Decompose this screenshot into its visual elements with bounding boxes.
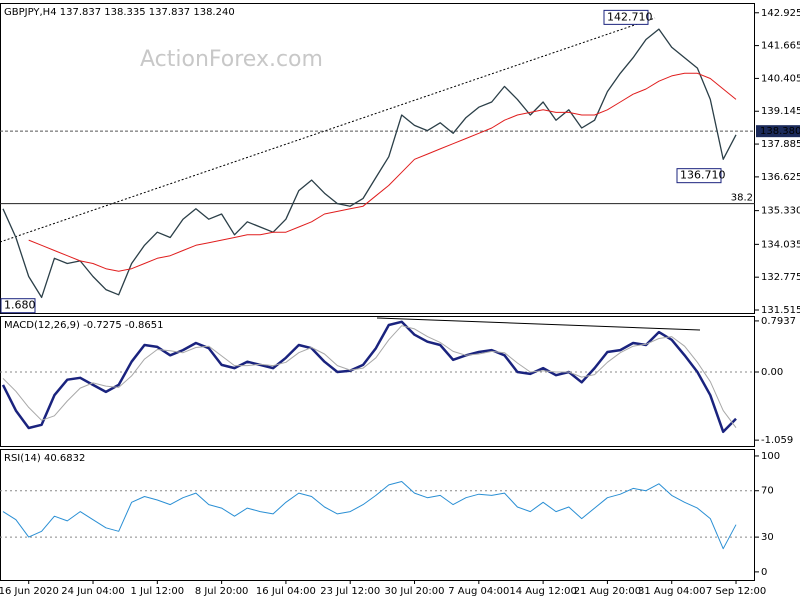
fib-label: 38.2	[731, 193, 753, 204]
trend-line	[0, 17, 656, 243]
macd-trend-line	[376, 317, 701, 331]
y-tick-label: 135.330	[761, 206, 800, 217]
panel-title: GBPJPY,H4 137.837 138.335 137.837 138.24…	[4, 7, 235, 18]
series-line	[28, 72, 737, 272]
x-tick-label: 30 Jul 20:00	[385, 586, 445, 597]
panel-border	[0, 3, 755, 314]
y-tick-label: 140.405	[761, 73, 800, 84]
annotation-box	[676, 168, 722, 184]
panel-border	[0, 449, 755, 581]
y-tick-label: 30	[761, 532, 774, 543]
x-tick-label: 24 Jun 04:00	[61, 586, 125, 597]
y-tick-label: 142.925	[761, 8, 800, 19]
annotation-box	[0, 298, 36, 314]
annotation-label: 1.680	[4, 299, 36, 312]
price-label: 138.380	[760, 126, 800, 137]
x-tick-label: 16 Jul 04:00	[256, 586, 316, 597]
annotation-label: 142.710	[607, 10, 653, 23]
x-tick-label: 14 Aug 12:00	[509, 586, 576, 597]
y-tick-label: 0.7937	[761, 316, 796, 327]
y-tick-label: 141.665	[761, 41, 800, 52]
y-tick-label: 139.145	[761, 106, 800, 117]
panel-border	[0, 316, 755, 447]
y-tick-label: 136.625	[761, 172, 800, 183]
y-tick-label: 137.885	[761, 139, 800, 150]
y-tick-label: 70	[761, 486, 774, 497]
annotation-box	[603, 9, 649, 25]
y-tick-label: 134.035	[761, 239, 800, 250]
y-tick-label: 0	[761, 567, 767, 578]
y-tick-label: -1.059	[761, 435, 793, 446]
series-line	[2, 481, 737, 550]
panel-title: RSI(14) 40.6832	[4, 453, 85, 464]
x-tick-label: 21 Aug 20:00	[574, 586, 641, 597]
x-tick-label: 31 Aug 04:00	[638, 586, 705, 597]
price-box	[756, 125, 800, 138]
y-tick-label: 100	[761, 451, 780, 462]
y-tick-label: 132.775	[761, 272, 800, 283]
x-tick-label: 8 Jul 20:00	[195, 586, 249, 597]
y-tick-label: 0.00	[761, 367, 783, 378]
x-tick-label: 23 Jul 12:00	[320, 586, 380, 597]
x-tick-label: 7 Sep 12:00	[706, 586, 766, 597]
series-line	[1, 320, 737, 434]
x-tick-label: 16 Jun 2020	[0, 586, 59, 597]
watermark: ActionForex.com	[140, 47, 323, 72]
annotation-label: 136.710	[680, 169, 726, 182]
series-line	[2, 325, 737, 428]
series-line	[2, 28, 737, 299]
panel-title: MACD(12,26,9) -0.7275 -0.8651	[4, 320, 164, 331]
x-tick-label: 7 Aug 04:00	[448, 586, 509, 597]
x-tick-label: 1 Jul 12:00	[131, 586, 185, 597]
y-tick-label: 131.515	[761, 305, 800, 316]
